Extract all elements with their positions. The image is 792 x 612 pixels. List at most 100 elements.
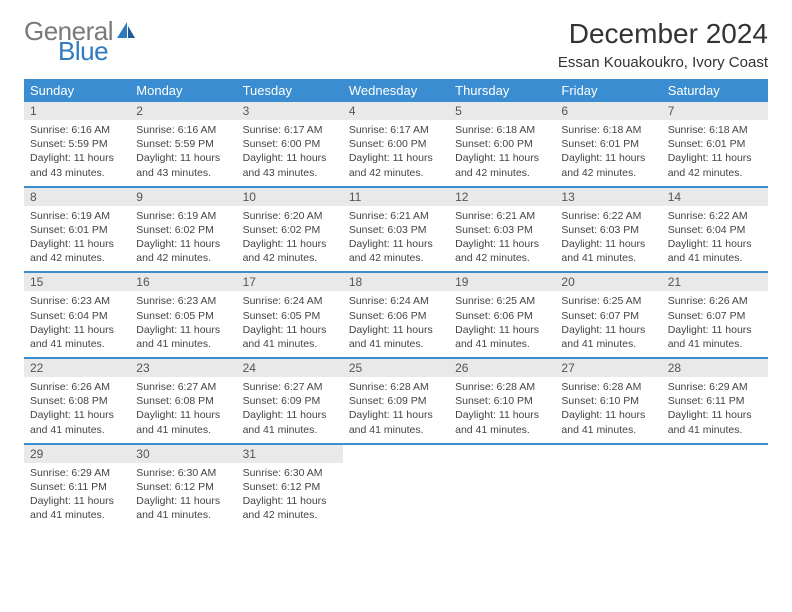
calendar-cell: 13Sunrise: 6:22 AMSunset: 6:03 PMDayligh… [555, 187, 661, 273]
sunset-text: Sunset: 6:05 PM [243, 309, 337, 323]
day-number: 21 [662, 273, 768, 291]
day-number: 2 [130, 102, 236, 120]
calendar-cell [555, 444, 661, 529]
calendar-cell: 25Sunrise: 6:28 AMSunset: 6:09 PMDayligh… [343, 358, 449, 444]
sunrise-text: Sunrise: 6:30 AM [243, 466, 337, 480]
page-title: December 2024 [558, 18, 768, 50]
sunset-text: Sunset: 6:03 PM [349, 223, 443, 237]
weekday-header: Friday [555, 79, 661, 102]
sunset-text: Sunset: 6:07 PM [561, 309, 655, 323]
sunset-text: Sunset: 6:10 PM [455, 394, 549, 408]
day-details: Sunrise: 6:30 AMSunset: 6:12 PMDaylight:… [130, 463, 236, 529]
day-details: Sunrise: 6:27 AMSunset: 6:09 PMDaylight:… [237, 377, 343, 443]
day-details: Sunrise: 6:27 AMSunset: 6:08 PMDaylight:… [130, 377, 236, 443]
calendar-cell: 31Sunrise: 6:30 AMSunset: 6:12 PMDayligh… [237, 444, 343, 529]
day-details: Sunrise: 6:25 AMSunset: 6:06 PMDaylight:… [449, 291, 555, 357]
sunset-text: Sunset: 6:09 PM [349, 394, 443, 408]
sunset-text: Sunset: 6:03 PM [455, 223, 549, 237]
sunrise-text: Sunrise: 6:26 AM [30, 380, 124, 394]
sunset-text: Sunset: 6:12 PM [243, 480, 337, 494]
logo-text: General Blue [24, 18, 113, 64]
calendar-cell: 28Sunrise: 6:29 AMSunset: 6:11 PMDayligh… [662, 358, 768, 444]
sunset-text: Sunset: 6:01 PM [668, 137, 762, 151]
sunrise-text: Sunrise: 6:22 AM [668, 209, 762, 223]
day-details: Sunrise: 6:18 AMSunset: 6:01 PMDaylight:… [662, 120, 768, 186]
day-number: 13 [555, 188, 661, 206]
day-number: 22 [24, 359, 130, 377]
day-number: 16 [130, 273, 236, 291]
calendar-cell: 5Sunrise: 6:18 AMSunset: 6:00 PMDaylight… [449, 102, 555, 187]
sunrise-text: Sunrise: 6:20 AM [243, 209, 337, 223]
sunrise-text: Sunrise: 6:16 AM [30, 123, 124, 137]
day-details: Sunrise: 6:17 AMSunset: 6:00 PMDaylight:… [343, 120, 449, 186]
sunset-text: Sunset: 6:02 PM [136, 223, 230, 237]
calendar-row: 29Sunrise: 6:29 AMSunset: 6:11 PMDayligh… [24, 444, 768, 529]
daylight-text: Daylight: 11 hours and 42 minutes. [136, 237, 230, 265]
sunset-text: Sunset: 6:06 PM [349, 309, 443, 323]
daylight-text: Daylight: 11 hours and 41 minutes. [668, 237, 762, 265]
sunset-text: Sunset: 6:04 PM [668, 223, 762, 237]
sunset-text: Sunset: 6:11 PM [30, 480, 124, 494]
calendar-cell [343, 444, 449, 529]
day-number: 26 [449, 359, 555, 377]
day-number: 6 [555, 102, 661, 120]
daylight-text: Daylight: 11 hours and 41 minutes. [349, 323, 443, 351]
sunset-text: Sunset: 6:03 PM [561, 223, 655, 237]
day-number: 23 [130, 359, 236, 377]
title-block: December 2024 Essan Kouakoukro, Ivory Co… [558, 18, 768, 71]
sunrise-text: Sunrise: 6:21 AM [349, 209, 443, 223]
calendar-cell: 29Sunrise: 6:29 AMSunset: 6:11 PMDayligh… [24, 444, 130, 529]
daylight-text: Daylight: 11 hours and 41 minutes. [243, 408, 337, 436]
day-details: Sunrise: 6:18 AMSunset: 6:01 PMDaylight:… [555, 120, 661, 186]
calendar-cell: 21Sunrise: 6:26 AMSunset: 6:07 PMDayligh… [662, 272, 768, 358]
calendar-cell: 3Sunrise: 6:17 AMSunset: 6:00 PMDaylight… [237, 102, 343, 187]
logo: General Blue [24, 18, 137, 64]
day-number: 17 [237, 273, 343, 291]
sunrise-text: Sunrise: 6:25 AM [455, 294, 549, 308]
day-number: 10 [237, 188, 343, 206]
calendar-cell [662, 444, 768, 529]
daylight-text: Daylight: 11 hours and 41 minutes. [30, 494, 124, 522]
sail-icon [115, 20, 137, 47]
calendar-cell: 11Sunrise: 6:21 AMSunset: 6:03 PMDayligh… [343, 187, 449, 273]
daylight-text: Daylight: 11 hours and 41 minutes. [136, 408, 230, 436]
calendar-table: Sunday Monday Tuesday Wednesday Thursday… [24, 79, 768, 528]
daylight-text: Daylight: 11 hours and 41 minutes. [561, 237, 655, 265]
sunset-text: Sunset: 6:05 PM [136, 309, 230, 323]
calendar-cell: 16Sunrise: 6:23 AMSunset: 6:05 PMDayligh… [130, 272, 236, 358]
daylight-text: Daylight: 11 hours and 42 minutes. [561, 151, 655, 179]
daylight-text: Daylight: 11 hours and 42 minutes. [30, 237, 124, 265]
sunset-text: Sunset: 6:02 PM [243, 223, 337, 237]
day-details: Sunrise: 6:21 AMSunset: 6:03 PMDaylight:… [343, 206, 449, 272]
daylight-text: Daylight: 11 hours and 42 minutes. [349, 151, 443, 179]
daylight-text: Daylight: 11 hours and 42 minutes. [243, 494, 337, 522]
day-details: Sunrise: 6:28 AMSunset: 6:10 PMDaylight:… [555, 377, 661, 443]
calendar-cell: 9Sunrise: 6:19 AMSunset: 6:02 PMDaylight… [130, 187, 236, 273]
day-details: Sunrise: 6:20 AMSunset: 6:02 PMDaylight:… [237, 206, 343, 272]
day-number: 19 [449, 273, 555, 291]
day-number: 27 [555, 359, 661, 377]
sunrise-text: Sunrise: 6:28 AM [455, 380, 549, 394]
day-number: 4 [343, 102, 449, 120]
daylight-text: Daylight: 11 hours and 43 minutes. [30, 151, 124, 179]
sunrise-text: Sunrise: 6:29 AM [668, 380, 762, 394]
sunset-text: Sunset: 6:00 PM [243, 137, 337, 151]
sunrise-text: Sunrise: 6:27 AM [243, 380, 337, 394]
sunrise-text: Sunrise: 6:18 AM [455, 123, 549, 137]
day-number: 28 [662, 359, 768, 377]
daylight-text: Daylight: 11 hours and 42 minutes. [455, 237, 549, 265]
daylight-text: Daylight: 11 hours and 41 minutes. [30, 408, 124, 436]
day-number: 12 [449, 188, 555, 206]
calendar-cell: 8Sunrise: 6:19 AMSunset: 6:01 PMDaylight… [24, 187, 130, 273]
daylight-text: Daylight: 11 hours and 42 minutes. [668, 151, 762, 179]
day-number: 11 [343, 188, 449, 206]
day-details: Sunrise: 6:28 AMSunset: 6:10 PMDaylight:… [449, 377, 555, 443]
calendar-cell: 10Sunrise: 6:20 AMSunset: 6:02 PMDayligh… [237, 187, 343, 273]
sunset-text: Sunset: 6:10 PM [561, 394, 655, 408]
daylight-text: Daylight: 11 hours and 42 minutes. [243, 237, 337, 265]
weekday-header: Sunday [24, 79, 130, 102]
sunrise-text: Sunrise: 6:19 AM [30, 209, 124, 223]
day-details: Sunrise: 6:19 AMSunset: 6:02 PMDaylight:… [130, 206, 236, 272]
sunrise-text: Sunrise: 6:16 AM [136, 123, 230, 137]
day-details: Sunrise: 6:18 AMSunset: 6:00 PMDaylight:… [449, 120, 555, 186]
